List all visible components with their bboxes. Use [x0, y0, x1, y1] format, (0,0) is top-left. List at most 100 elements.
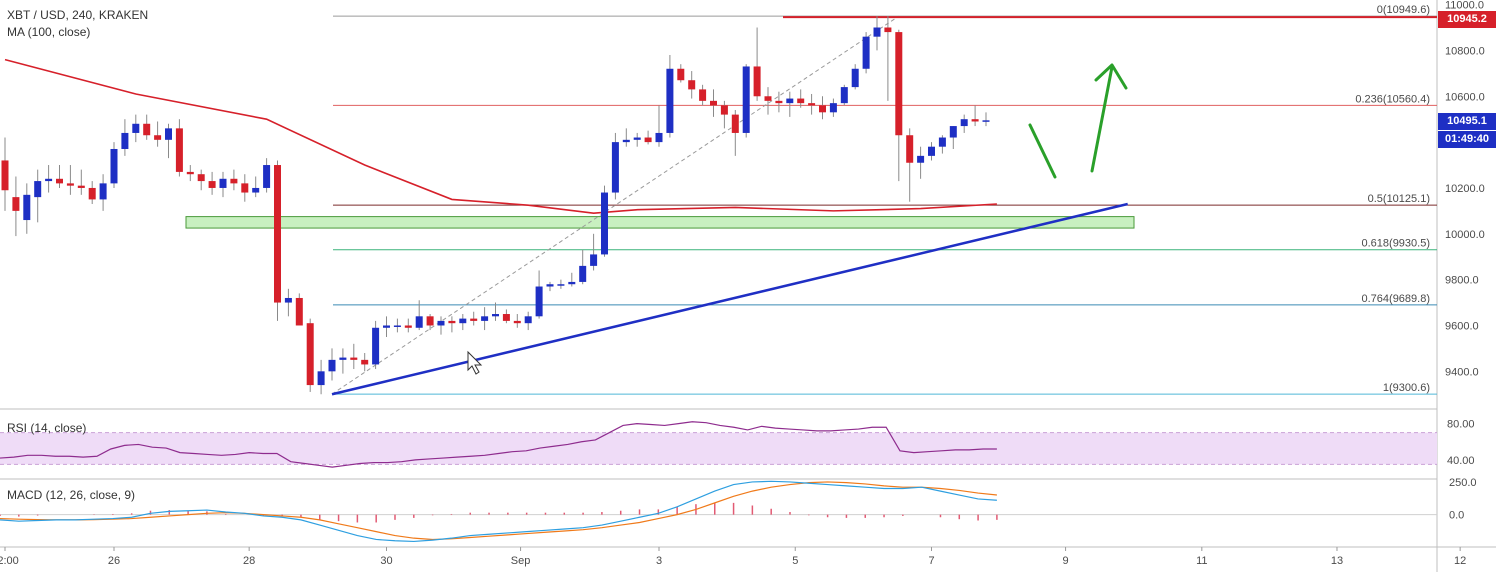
candle-body — [568, 281, 576, 285]
candle-body — [23, 194, 31, 221]
time-tick-label: 30 — [380, 555, 392, 567]
candle-body — [513, 320, 521, 324]
candle-body — [88, 187, 96, 200]
candle-body — [99, 183, 107, 200]
time-tick-label: 5 — [792, 555, 798, 567]
candle-body — [274, 165, 281, 303]
candle-body — [175, 128, 183, 172]
candle-body — [895, 32, 903, 136]
candle-body — [917, 155, 925, 163]
candle-body — [797, 98, 805, 104]
candle-body — [633, 137, 641, 140]
candle-body — [808, 103, 816, 106]
rsi-tick-label: 80.00 — [1447, 419, 1475, 431]
ma-indicator-label: MA (100, close) — [7, 25, 91, 39]
candle-body — [263, 165, 271, 188]
candle-body — [622, 139, 630, 143]
candle-body — [524, 316, 532, 324]
candle-body — [165, 128, 172, 140]
candle-body — [404, 325, 412, 328]
candle-body — [121, 132, 129, 149]
candle-body — [132, 123, 140, 133]
time-tick-label: 9 — [1063, 555, 1069, 567]
countdown-tag: 01:49:40 — [1438, 131, 1496, 148]
candle-body — [851, 68, 859, 88]
rsi-line — [0, 421, 997, 468]
candle-body — [949, 126, 957, 138]
candle-body — [557, 284, 565, 286]
price-tick-label: 10600.0 — [1445, 91, 1485, 103]
time-tick-label: 12:00 — [0, 555, 19, 567]
candle-body — [295, 297, 303, 326]
candle-body — [328, 359, 336, 372]
green-arrow-head — [1094, 63, 1128, 90]
candle-body — [644, 137, 652, 143]
green-arrow-down-stroke — [1028, 123, 1057, 179]
time-tick-label: 13 — [1331, 555, 1343, 567]
candle-body — [284, 297, 292, 303]
candle-body — [840, 87, 848, 104]
fib-diagonal — [331, 15, 900, 395]
ma100-line — [4, 58, 997, 214]
candle-body — [339, 357, 347, 360]
candle-body — [426, 316, 434, 326]
price-tick-label: 9400.0 — [1445, 366, 1479, 378]
candle-body — [383, 325, 390, 328]
macd-signal-line — [0, 481, 997, 541]
candle-body — [884, 27, 892, 33]
candle-body — [437, 320, 445, 326]
candle-body — [1, 160, 9, 191]
mouse-cursor-icon — [467, 350, 483, 375]
candle-body — [862, 36, 870, 69]
candle-body — [208, 181, 216, 188]
candle-body — [699, 89, 707, 101]
candle-body — [143, 123, 151, 136]
candle-body — [502, 314, 510, 321]
candle-body — [415, 316, 423, 328]
time-tick-label: 3 — [656, 555, 662, 567]
candle-body — [655, 132, 663, 143]
fib-level-label: 0.618(9930.5) — [1362, 238, 1431, 250]
candle-body — [470, 318, 478, 321]
time-tick-label: 28 — [243, 555, 255, 567]
fib-level-label: 1(9300.6) — [1383, 382, 1430, 394]
candle-body — [12, 197, 20, 211]
candle-body — [350, 357, 358, 360]
green-arrow-up-icon — [1090, 65, 1114, 173]
candle-body — [186, 171, 194, 175]
candle-body — [317, 371, 325, 386]
candle-body — [601, 192, 608, 255]
candle-body — [982, 120, 990, 122]
time-tick-label: 7 — [928, 555, 934, 567]
candle-body — [666, 68, 674, 133]
candle-body — [459, 318, 467, 324]
candle-body — [77, 185, 85, 188]
time-tick-label: 26 — [108, 555, 120, 567]
fib-level-label: 0(10949.6) — [1377, 4, 1430, 16]
macd-tick-label: 250.0 — [1449, 477, 1477, 489]
candle-body — [361, 359, 369, 365]
candle-body — [677, 68, 685, 81]
candle-body — [306, 323, 314, 386]
rsi-tick-label: 40.00 — [1447, 455, 1475, 467]
rsi-band — [0, 432, 1437, 465]
candle-body — [753, 66, 761, 97]
candle-body — [611, 142, 619, 193]
fib-level-label: 0.5(10125.1) — [1368, 193, 1430, 205]
price-tick-label: 9600.0 — [1445, 320, 1479, 332]
macd-tick-label: 0.0 — [1449, 510, 1464, 522]
candle-body — [829, 103, 837, 113]
time-tick-label: Sep — [511, 555, 531, 567]
candle-body — [971, 119, 979, 122]
candle-body — [197, 174, 205, 182]
candle-body — [710, 100, 717, 106]
candle-body — [45, 178, 53, 182]
resistance-price-tag: 10945.2 — [1438, 11, 1496, 28]
last-price-tag: 10495.1 — [1438, 113, 1496, 130]
candle-body — [535, 286, 543, 317]
candle-body — [372, 327, 380, 365]
rsi-title: RSI (14, close) — [7, 421, 87, 435]
candle-body — [241, 183, 249, 193]
candle-body — [252, 187, 260, 193]
